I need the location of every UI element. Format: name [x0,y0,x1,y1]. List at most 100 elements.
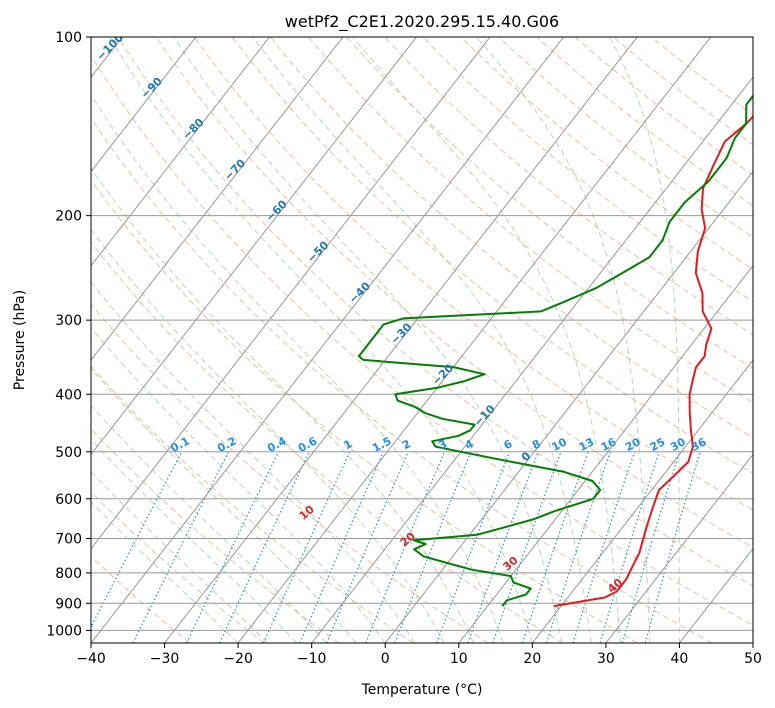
dry-adiabat-line [308,37,753,404]
dry-adiabat-label: 20 [398,529,418,549]
moist-adiabat-line [91,167,474,643]
mixing-ratio-line [599,451,660,643]
isotherm-gridline [91,37,417,456]
isotherm-gridline [384,170,753,643]
dry-adiabat-label: 40 [605,576,625,596]
isotherm-gridline [458,264,753,643]
isotherm-gridline [752,642,753,643]
dry-adiabat-line [91,555,191,643]
mixing-ratio-line [572,451,636,643]
mixing-ratio-label: 13 [577,435,597,454]
mixing-ratio-line [262,451,351,643]
isotherm-label: −10 [471,402,498,429]
moist-adiabat-line [476,37,651,643]
dry-adiabat-line [91,428,340,643]
x-tick-label: 50 [744,651,762,667]
isotherm-gridline [91,37,197,173]
isotherm-gridline [91,37,565,643]
dry-adiabat-line [612,37,753,146]
x-tick-label: −30 [150,651,180,667]
y-tick-label: 1000 [46,623,82,639]
x-tick-label: 10 [450,651,468,667]
isotherm-gridline [311,76,753,643]
dewpoint-profile-line [357,94,753,607]
isotherm-gridline [91,37,344,361]
y-tick-label: 600 [55,492,82,508]
mixing-ratio-line [326,451,409,643]
isotherm-label: −70 [222,156,249,183]
isotherm-label: −100 [94,31,126,63]
mixing-ratio-line [365,451,445,643]
isotherm-label: −40 [346,279,373,306]
isotherm-gridline [91,37,491,550]
dry-adiabat-line [460,37,753,270]
dry-adiabat-line [536,37,753,207]
y-tick-label: 100 [55,30,82,46]
dry-adiabat-line [231,37,753,475]
dry-adiabat-line [91,365,414,643]
x-tick-label: −40 [76,651,106,667]
dry-adiabat-line [384,37,753,336]
y-tick-label: 400 [55,387,82,403]
x-tick-label: 30 [597,651,615,667]
x-tick-label: −20 [223,651,253,667]
mixing-ratio-label: 16 [599,435,619,454]
mixing-ratio-line [492,451,562,643]
dry-adiabat-line [91,179,638,643]
isotherm-label: −80 [180,116,207,143]
mixing-ratio-label: 36 [689,435,709,454]
mixing-ratio-label: 10 [549,435,569,454]
isotherm-gridline [237,37,712,643]
isotherm-gridline [605,453,753,643]
isotherm-label: −50 [305,238,332,265]
moist-adiabat-line [352,37,622,643]
moist-adiabat-line [91,470,268,643]
mixing-ratio-label: 2 [400,437,413,452]
moist-adiabat-line [91,281,416,643]
moist-adiabat-line [91,228,445,643]
x-tick-label: 20 [523,651,541,667]
y-tick-label: 700 [55,532,82,548]
mixing-ratio-line [622,451,681,643]
dry-adiabat-line [91,491,265,643]
dry-adiabat-line [270,37,753,439]
moist-adiabat-line [91,438,298,643]
mixing-ratio-label: 6 [502,437,515,452]
x-tick-label: −10 [297,651,327,667]
x-tick-label: 0 [381,651,390,667]
moist-adiabat-line [173,37,563,643]
moist-adiabat-line [109,37,533,643]
y-tick-label: 500 [55,445,82,461]
y-tick-label: 200 [55,209,82,225]
dry-adiabat-line [117,37,753,587]
y-axis-title: Pressure (hPa) [12,290,28,390]
mixing-ratio-label: 30 [668,435,688,454]
mixing-ratio-label: 4 [463,437,476,452]
moist-adiabat-line [609,37,680,643]
moist-adiabat-line [91,326,386,643]
x-tick-label: 40 [671,651,689,667]
chart-title: wetPf2_C2E1.2020.295.15.40.G06 [285,12,559,32]
dry-adiabat-line [91,241,563,643]
isotherm-label: −30 [388,320,415,347]
dry-adiabat-line [574,37,753,176]
isotherm-gridline [91,37,270,267]
mixing-ratio-line [546,451,611,643]
mixing-ratio-label: 25 [648,435,668,454]
isotherm-gridline [164,37,638,643]
mixing-ratio-label: 20 [623,435,643,454]
dry-adiabat-line [155,37,753,549]
mixing-ratio-line [91,451,183,629]
plot-area-frame [90,36,754,644]
moist-adiabat-line [91,501,239,643]
dry-adiabat-line [91,303,489,643]
isotherm-label: −60 [263,197,290,224]
dry-adiabat-line [422,37,753,303]
moist-adiabat-line [91,367,357,643]
mixing-ratio-line [467,451,539,643]
mixing-ratio-line [521,451,589,643]
isotherm-label: −90 [138,75,165,102]
isotherm-gridline [531,359,753,643]
y-tick-label: 300 [55,313,82,329]
